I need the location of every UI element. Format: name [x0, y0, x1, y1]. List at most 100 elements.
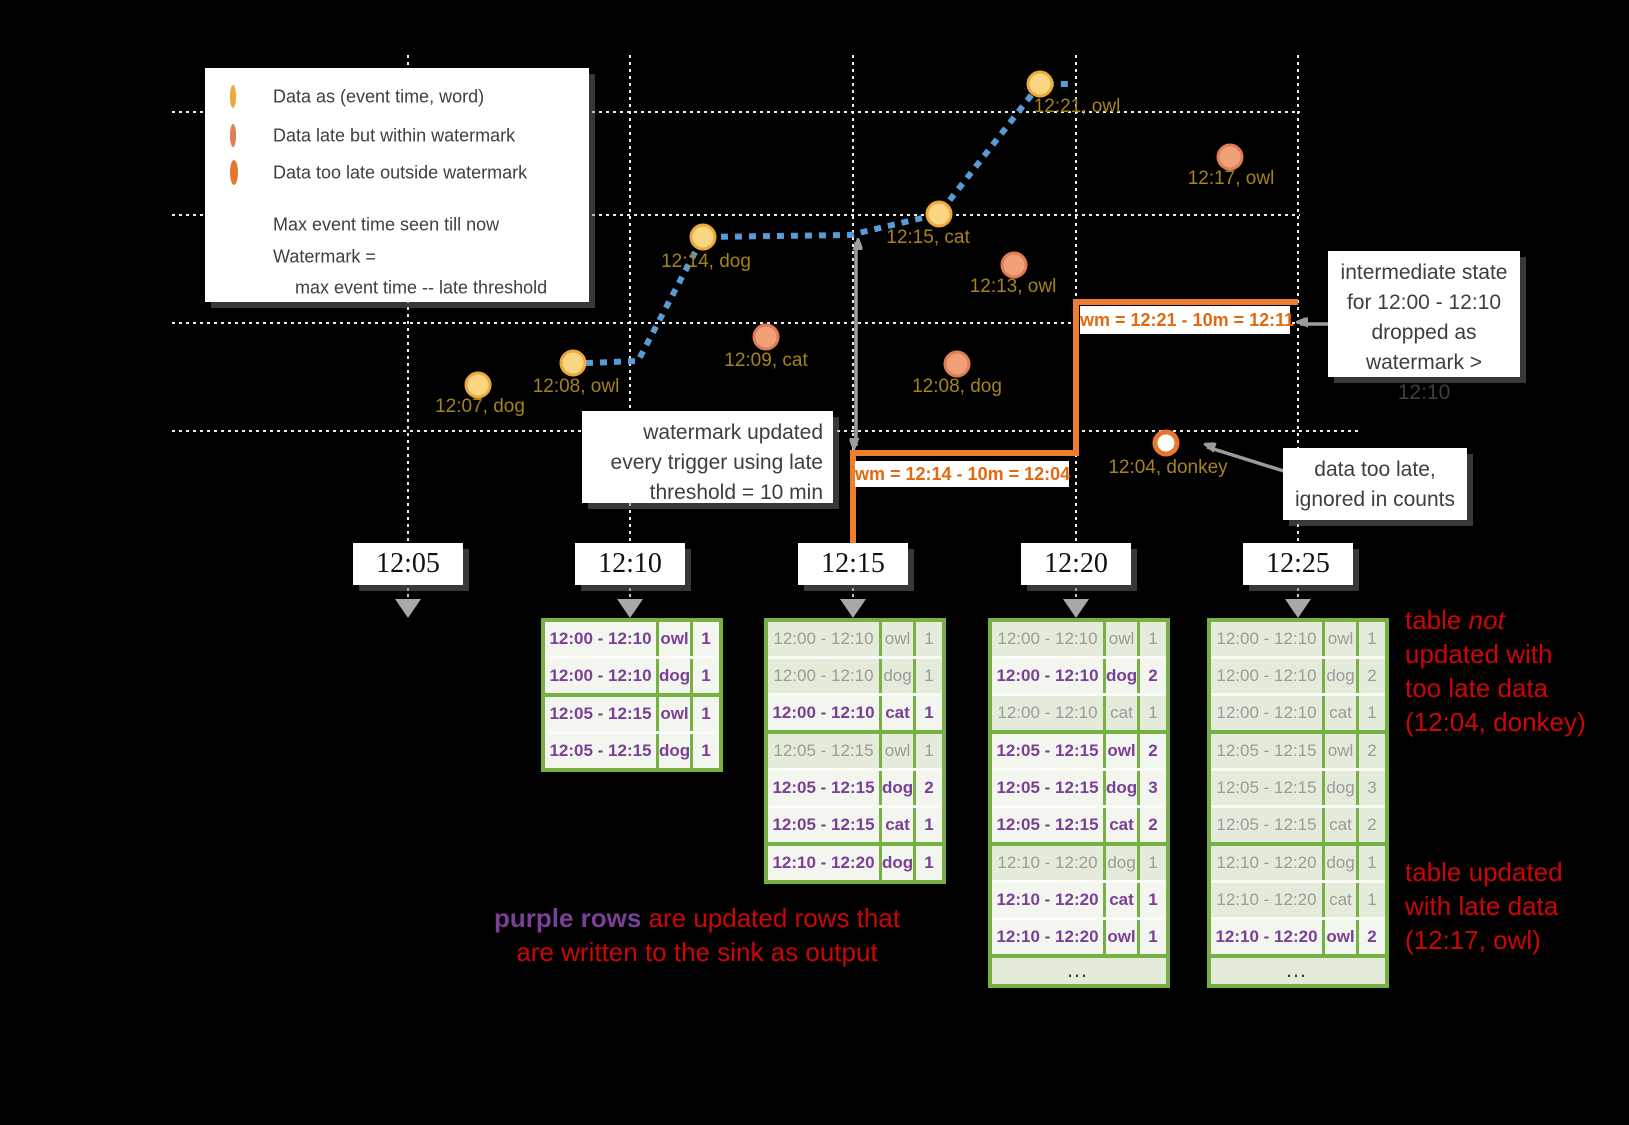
window-cell: 12:00 - 12:10 — [1211, 696, 1325, 730]
note-table-not-updated-segment: (12:04, donkey) — [1405, 707, 1586, 737]
count-cell: 1 — [1140, 846, 1166, 880]
note-table-updated-line-0: table updated — [1405, 855, 1563, 889]
point-label-12-15-cat: 12:15, cat — [886, 227, 970, 248]
callout-too-late: data too late, ignored in counts — [1283, 448, 1467, 520]
point-label-12-04-donkey: 12:04, donkey — [1108, 457, 1228, 478]
word-cell: cat — [1106, 883, 1140, 917]
window-cell: 12:05 - 12:15 — [545, 734, 659, 768]
table-row: 12:10 - 12:20 cat 1 — [1211, 880, 1385, 917]
table-ellipsis-row: … — [1211, 954, 1385, 984]
table-row: 12:10 - 12:20 owl 1 — [992, 917, 1166, 954]
callout-too-late-line-1: ignored in counts — [1295, 488, 1455, 511]
note-table-not-updated-line-0: table not — [1405, 603, 1586, 637]
point-12-08-owl — [559, 349, 587, 377]
window-cell: 12:10 - 12:20 — [1211, 846, 1325, 880]
table-row: 12:00 - 12:10 cat 1 — [992, 693, 1166, 730]
toolate-point-icon — [230, 160, 238, 185]
callout-intermediate-state-line-1: for 12:00 - 12:10 — [1346, 291, 1502, 314]
word-cell: dog — [1106, 846, 1140, 880]
point-12-04-donkey — [1152, 429, 1180, 457]
note-table-updated-line-1: with late data — [1405, 889, 1563, 923]
count-cell: 1 — [1359, 846, 1385, 880]
word-cell: dog — [882, 659, 916, 693]
window-cell: 12:05 - 12:15 — [545, 697, 659, 731]
count-cell: 1 — [693, 734, 719, 768]
note-purple-rows-segment: are updated rows that — [641, 903, 901, 933]
table-row: 12:10 - 12:20 owl 2 — [1211, 917, 1385, 954]
tick-arrow-stem-12-20 — [1075, 588, 1077, 600]
window-cell: 12:00 - 12:10 — [545, 622, 659, 656]
word-cell: owl — [882, 734, 916, 768]
callout-watermark-updated-line-0: watermark updated — [643, 421, 823, 444]
tick-arrow-head-12-05 — [395, 599, 421, 618]
legend-label-ontime: Data as (event time, word) — [273, 86, 485, 107]
window-cell: 12:00 - 12:10 — [1211, 622, 1325, 656]
callout-too-late-line-0: data too late, — [1314, 458, 1436, 481]
tick-arrow-stem-12-05 — [407, 588, 409, 600]
time-tick-12-10: 12:10 — [575, 543, 685, 585]
table-row: 12:00 - 12:10 dog 2 — [1211, 656, 1385, 693]
count-cell: 2 — [916, 771, 942, 805]
word-cell: dog — [1325, 846, 1359, 880]
note-table-updated-line-2: (12:17, owl) — [1405, 923, 1563, 957]
time-tick-12-25: 12:25 — [1243, 543, 1353, 585]
window-cell: 12:05 - 12:15 — [992, 734, 1106, 768]
table-row: 12:05 - 12:15 dog 3 — [1211, 768, 1385, 805]
note-table-not-updated-line-1: updated with — [1405, 637, 1586, 671]
word-cell: cat — [1106, 696, 1140, 730]
table-row: 12:00 - 12:10 cat 1 — [1211, 693, 1385, 730]
ontime-point-icon — [230, 85, 236, 108]
tick-arrow-head-12-10 — [617, 599, 643, 618]
gridline-h-0 — [172, 111, 1300, 113]
note-purple-rows-segment: purple rows — [493, 903, 642, 933]
word-cell: cat — [1325, 883, 1359, 917]
count-cell: 1 — [1140, 920, 1166, 954]
note-table-not-updated-line-3: (12:04, donkey) — [1405, 705, 1586, 739]
callout-watermark-updated-line-2: threshold = 10 min — [649, 481, 823, 504]
callout-intermediate-state-line-2: dropped as — [1371, 321, 1477, 344]
count-cell: 2 — [1140, 734, 1166, 768]
count-cell: 3 — [1359, 771, 1385, 805]
window-cell: 12:05 - 12:15 — [768, 771, 882, 805]
note-purple-rows-line-0: purple rows are updated rows that — [494, 901, 900, 935]
gridline-h-1 — [172, 214, 1300, 216]
count-cell: 1 — [916, 659, 942, 693]
window-cell: 12:05 - 12:15 — [768, 808, 882, 842]
count-cell: 2 — [1359, 808, 1385, 842]
table-row: 12:00 - 12:10 dog 1 — [768, 656, 942, 693]
word-cell: dog — [659, 734, 693, 768]
word-cell: owl — [1325, 920, 1359, 954]
note-table-updated-segment: (12:17, owl) — [1405, 925, 1541, 955]
legend-label-toolate: Data too late outside watermark — [273, 162, 528, 183]
table-row: 12:05 - 12:15 cat 2 — [1211, 805, 1385, 842]
late-point-icon — [230, 124, 236, 147]
window-cell: 12:05 - 12:15 — [1211, 808, 1325, 842]
word-cell: dog — [1106, 771, 1140, 805]
table-row: 12:05 - 12:15 owl 2 — [1211, 730, 1385, 768]
word-cell: owl — [1106, 920, 1140, 954]
result-table-12-25: 12:00 - 12:10 owl 1 12:00 - 12:10 dog 2 12:00 … — [1207, 618, 1389, 988]
table-row: 12:00 - 12:10 dog 2 — [992, 656, 1166, 693]
table-row: 12:00 - 12:10 owl 1 — [545, 622, 719, 656]
window-cell: 12:00 - 12:10 — [768, 696, 882, 730]
count-cell: 1 — [693, 622, 719, 656]
callout-watermark-updated-line-1: every trigger using late — [610, 451, 823, 474]
window-cell: 12:10 - 12:20 — [1211, 920, 1325, 954]
word-cell: owl — [659, 622, 693, 656]
table-row: 12:05 - 12:15 cat 2 — [992, 805, 1166, 842]
count-cell: 2 — [1359, 920, 1385, 954]
legend-label-late: Data late but within watermark — [273, 125, 516, 146]
window-cell: 12:10 - 12:20 — [1211, 883, 1325, 917]
wm-value-label-1215: wm = 12:14 - 10m = 12:04 — [855, 461, 1070, 487]
count-cell: 1 — [1359, 696, 1385, 730]
word-cell: dog — [882, 846, 916, 880]
wm-value-label-1220: wm = 12:21 - 10m = 12:11 — [1080, 306, 1294, 334]
window-cell: 12:00 - 12:10 — [768, 659, 882, 693]
legend-label-watermark: Watermark = — [273, 246, 376, 267]
count-cell: 1 — [916, 622, 942, 656]
time-tick-12-15: 12:15 — [798, 543, 908, 585]
count-cell: 1 — [916, 846, 942, 880]
word-cell: cat — [882, 808, 916, 842]
count-cell: 1 — [916, 808, 942, 842]
count-cell: 1 — [1359, 622, 1385, 656]
